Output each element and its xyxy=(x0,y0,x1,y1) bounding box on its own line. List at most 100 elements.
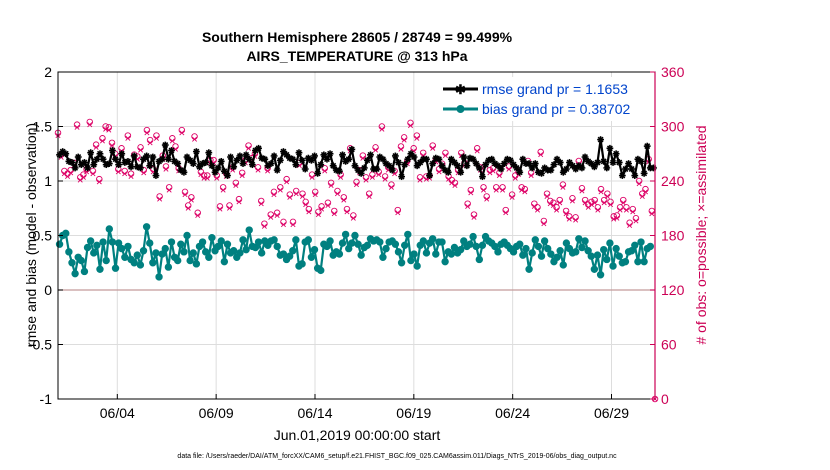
obs-assimilated-marker xyxy=(398,146,404,152)
series-bias-marker xyxy=(68,259,76,267)
series-bias-marker xyxy=(341,230,350,239)
series-rmse-marker-stroke xyxy=(597,136,604,143)
y-tick-label-left: -1 xyxy=(40,391,53,407)
series-bias-marker xyxy=(466,240,474,248)
obs-assimilated-stroke xyxy=(306,209,312,215)
series-bias-marker xyxy=(239,236,247,244)
obs-assimilated-marker xyxy=(344,209,350,215)
obs-assimilated-stroke xyxy=(481,187,487,193)
chart-title-line1: Southern Hemisphere 28605 / 28749 = 99.4… xyxy=(202,29,513,45)
series-rmse-marker-stroke xyxy=(445,169,452,176)
series-rmse-marker-stroke xyxy=(236,152,243,159)
obs-possible-marker xyxy=(416,174,424,181)
obs-assimilated-marker xyxy=(633,218,639,224)
obs-assimilated-marker xyxy=(147,140,153,146)
footer-datafile: data file: /Users/raeder/DAI/ATM_forcXX/… xyxy=(177,453,617,460)
y-tick-label-left: 1.5 xyxy=(33,119,53,135)
series-rmse-marker xyxy=(74,153,82,161)
obs-possible-marker xyxy=(308,171,316,178)
obs-assimilated-marker xyxy=(157,196,163,202)
series-rmse-marker-stroke xyxy=(495,162,501,169)
series-rmse-marker xyxy=(93,155,101,163)
series-bias-marker xyxy=(236,249,244,257)
obs-assimilated-marker xyxy=(322,168,328,174)
obs-possible-marker xyxy=(569,195,576,202)
obs-assimilated-stroke xyxy=(115,169,121,175)
obs-assimilated-stroke xyxy=(204,175,210,181)
series-bias-marker xyxy=(475,255,484,264)
series-rmse-marker-stroke xyxy=(364,157,371,164)
series-bias-marker xyxy=(285,252,294,260)
y-tick-label-left: 2 xyxy=(44,64,52,80)
series-rmse-marker xyxy=(463,162,471,170)
obs-assimilated-marker xyxy=(407,123,414,129)
obs-assimilated-marker xyxy=(141,170,147,176)
obs-assimilated-stroke xyxy=(560,184,566,190)
obs-assimilated-stroke xyxy=(214,175,220,181)
series-rmse-marker xyxy=(295,149,303,157)
obs-possible-marker xyxy=(178,126,186,134)
obs-assimilated-stroke xyxy=(573,217,579,223)
obs-assimilated-stroke xyxy=(379,126,385,132)
series-bias-marker xyxy=(382,244,390,253)
obs-possible-marker xyxy=(499,184,506,191)
obs-assimilated-stroke xyxy=(401,137,407,143)
obs-possible-marker xyxy=(318,203,325,210)
series-rmse-marker xyxy=(457,168,465,176)
obs-assimilated-stroke xyxy=(636,181,642,187)
y-tick-label-right: 240 xyxy=(661,173,685,189)
obs-possible-marker xyxy=(616,204,624,211)
obs-assimilated-stroke xyxy=(328,183,334,189)
obs-assimilated-stroke xyxy=(595,207,601,213)
series-rmse-marker-stroke xyxy=(292,161,299,168)
series-bias-marker xyxy=(419,237,428,245)
series-rmse-marker-stroke xyxy=(137,164,144,171)
obs-assimilated-marker xyxy=(534,207,541,213)
obs-assimilated-stroke xyxy=(293,191,299,197)
obs-assimilated-stroke xyxy=(509,194,515,200)
series-bias-marker xyxy=(612,244,620,253)
obs-assimilated-marker xyxy=(366,193,372,199)
obs-possible-marker xyxy=(238,169,246,177)
series-rmse-marker-stroke xyxy=(616,159,623,166)
series-bias-marker xyxy=(158,250,166,258)
series-rmse-marker xyxy=(562,165,570,173)
series-rmse-marker-stroke xyxy=(376,154,383,160)
obs-assimilated-marker xyxy=(373,147,379,153)
obs-assimilated-stroke xyxy=(611,216,617,222)
obs-assimilated-marker xyxy=(90,171,96,177)
obs-possible-marker xyxy=(527,169,535,177)
series-rmse-marker-stroke xyxy=(550,161,557,168)
obs-possible-marker xyxy=(194,209,201,217)
obs-possible-marker xyxy=(537,148,544,156)
series-rmse-marker-stroke xyxy=(75,154,82,160)
series-bias-marker xyxy=(593,251,602,259)
series-rmse-marker-stroke xyxy=(118,150,125,157)
obs-assimilated-marker xyxy=(503,210,509,216)
series-rmse-marker-stroke xyxy=(90,161,97,168)
x-tick-label: 06/09 xyxy=(199,405,234,421)
series-bias-marker xyxy=(310,245,319,254)
series-rmse-marker-stroke xyxy=(373,166,380,172)
obs-assimilated-stroke xyxy=(188,197,194,203)
obs-assimilated-stroke xyxy=(566,216,572,222)
series-rmse-marker xyxy=(115,161,123,169)
obs-assimilated-stroke xyxy=(649,211,655,217)
series-bias-marker xyxy=(245,226,253,234)
obs-possible-marker xyxy=(480,184,487,191)
series-rmse-marker xyxy=(482,161,489,169)
series-rmse-marker-stroke xyxy=(622,166,629,172)
obs-assimilated-stroke xyxy=(436,169,442,175)
obs-assimilated-marker xyxy=(315,212,321,218)
obs-assimilated-stroke xyxy=(544,193,550,199)
obs-assimilated-stroke xyxy=(563,211,569,217)
series-bias-marker xyxy=(581,237,589,245)
y-axis-left-label: rmse and bias (model - observation) xyxy=(23,123,39,347)
series-rmse-marker-stroke xyxy=(628,166,635,172)
series-bias-marker xyxy=(556,247,564,255)
obs-assimilated-marker xyxy=(233,183,239,189)
series-rmse-marker-stroke xyxy=(600,158,607,165)
obs-possible-marker xyxy=(184,202,192,209)
y-tick-label-left: 0.5 xyxy=(33,228,53,244)
obs-assimilated-stroke xyxy=(623,207,629,213)
